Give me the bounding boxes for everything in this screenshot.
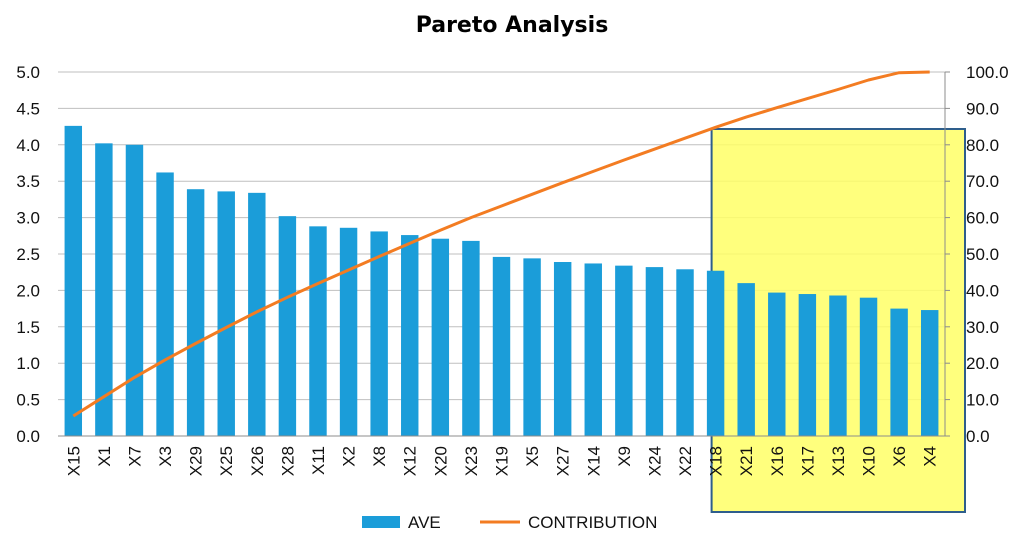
x-tick-label: X5 <box>523 446 542 467</box>
y-tick-label: 0.0 <box>16 427 40 446</box>
bar-x26 <box>248 192 266 436</box>
line-series-contribution <box>72 70 930 418</box>
bar-x3 <box>156 172 174 437</box>
bar-x21 <box>737 283 755 436</box>
legend: AVE CONTRIBUTION <box>362 513 657 532</box>
y-tick-label: 2.0 <box>16 281 40 300</box>
bar-x27 <box>553 262 572 436</box>
x-tick-label: X24 <box>645 446 664 476</box>
x-tick-label: X7 <box>125 446 144 467</box>
legend-label-ave: AVE <box>408 513 441 532</box>
y2-tick-label: 20.0 <box>966 354 999 373</box>
chart-title: Pareto Analysis <box>416 13 609 38</box>
bar-x17 <box>798 294 817 436</box>
y2-tick-label: 100.0 <box>966 63 1009 82</box>
bar-x19 <box>492 256 511 436</box>
y2-tick-label: 0.0 <box>966 427 990 446</box>
y2-tick-label: 80.0 <box>966 136 999 155</box>
x-tick-label: X20 <box>431 446 450 476</box>
y2-tick-label: 10.0 <box>966 391 999 410</box>
x-tick-label: X25 <box>217 446 236 476</box>
x-tick-label: X18 <box>707 446 726 476</box>
y-tick-label: 1.5 <box>16 318 40 337</box>
x-tick-label: X26 <box>248 446 267 476</box>
bar-x20 <box>431 238 450 436</box>
bar-x8 <box>370 231 388 436</box>
left-axis-ticks: 0.0 0.5 1.0 1.5 2.0 2.5 3.0 3.5 4.0 4.5 5.0 <box>16 63 40 446</box>
y-tick-label: 3.0 <box>16 209 40 228</box>
bar-x7 <box>125 144 144 437</box>
y-tick-label: 4.0 <box>16 136 40 155</box>
bar-x10 <box>859 297 878 436</box>
x-tick-label: X27 <box>554 446 573 476</box>
y2-tick-label: 70.0 <box>966 172 999 191</box>
x-tick-label: X22 <box>676 446 695 476</box>
bar-x29 <box>186 189 205 436</box>
x-tick-label: X10 <box>860 446 879 476</box>
right-axis-ticks: 0.0 10.0 20.0 30.0 40.0 50.0 60.0 70.0 80.0 90.0 1… <box>945 63 1009 446</box>
bar-x4 <box>920 310 939 436</box>
x-tick-label: X4 <box>921 446 940 467</box>
x-tick-label: X2 <box>340 446 359 467</box>
x-tick-label: X3 <box>156 446 175 467</box>
x-tick-label: X12 <box>401 446 420 476</box>
bar-x28 <box>278 216 297 436</box>
x-tick-label: X29 <box>187 446 206 476</box>
y-tick-label: 0.5 <box>16 391 40 410</box>
x-tick-label: X13 <box>829 446 848 476</box>
y-tick-label: 3.5 <box>16 172 40 191</box>
x-tick-label: X17 <box>798 446 817 476</box>
bar-series-ave <box>64 125 939 437</box>
bar-x14 <box>584 263 602 436</box>
contribution-line <box>72 70 930 418</box>
x-tick-label: X11 <box>309 446 328 475</box>
bar-x9 <box>615 265 633 436</box>
legend-swatch-ave <box>362 516 400 528</box>
bar-x1 <box>95 143 113 436</box>
bar-x16 <box>768 292 786 436</box>
x-tick-label: X23 <box>462 446 481 476</box>
x-tick-label: X14 <box>584 446 603 476</box>
y-tick-label: 5.0 <box>16 63 40 82</box>
bar-x23 <box>462 240 480 436</box>
legend-label-contribution: CONTRIBUTION <box>528 513 657 532</box>
bar-x18 <box>706 270 725 436</box>
bar-x13 <box>829 295 847 436</box>
x-tick-label: X15 <box>64 446 83 476</box>
y2-tick-label: 90.0 <box>966 99 999 118</box>
y-tick-label: 1.0 <box>16 354 40 373</box>
y2-tick-label: 40.0 <box>966 281 999 300</box>
bar-x24 <box>645 267 664 436</box>
x-tick-label: X21 <box>737 446 756 476</box>
x-tick-label: X28 <box>278 446 297 476</box>
bar-x5 <box>523 258 541 436</box>
x-tick-label: X9 <box>615 446 634 467</box>
x-tick-label: X16 <box>768 446 787 476</box>
bar-x22 <box>676 269 694 436</box>
y2-tick-label: 60.0 <box>966 209 999 228</box>
y2-tick-label: 30.0 <box>966 318 999 337</box>
category-axis-labels: X15 X1 X7 X3 X29 X25 X26 X28 X11 X2 X8 X12 X20 X23 X19… <box>64 446 939 476</box>
bar-x6 <box>890 308 908 436</box>
x-tick-label: X19 <box>493 446 512 476</box>
bar-x11 <box>309 226 327 436</box>
bar-x15 <box>64 125 83 436</box>
bar-x12 <box>401 235 419 436</box>
bar-x2 <box>339 227 358 436</box>
x-tick-label: X1 <box>95 446 114 467</box>
y-tick-label: 4.5 <box>16 99 40 118</box>
y-tick-label: 2.5 <box>16 245 40 264</box>
y2-tick-label: 50.0 <box>966 245 999 264</box>
bar-x25 <box>217 191 235 436</box>
x-tick-label: X8 <box>370 446 389 467</box>
x-tick-label: X6 <box>890 446 909 467</box>
